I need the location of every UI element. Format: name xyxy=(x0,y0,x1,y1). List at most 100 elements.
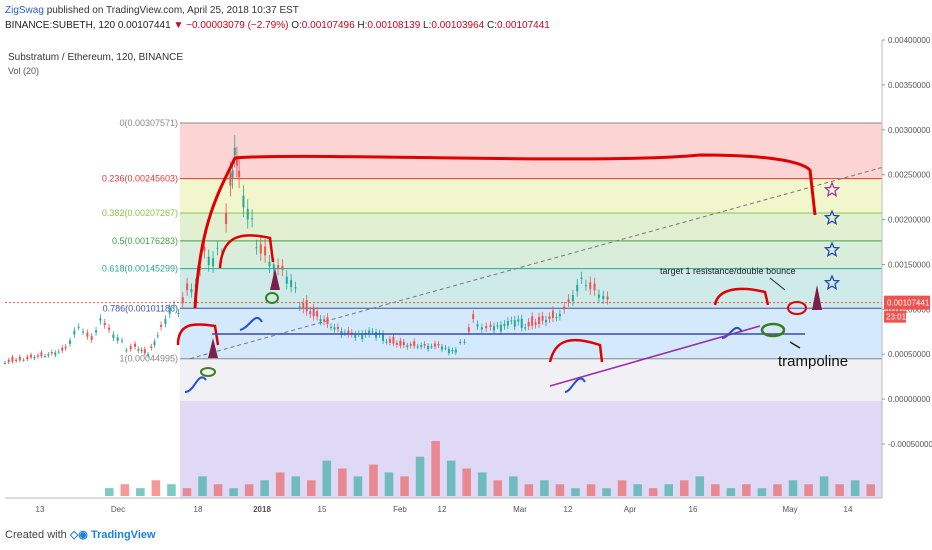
fib-label-0: 0(0.00307571) xyxy=(119,118,178,128)
time-tick-label: Apr xyxy=(624,505,637,514)
candle-body xyxy=(125,350,128,352)
candle-body xyxy=(164,319,167,324)
candle-body xyxy=(116,337,119,341)
candle-body xyxy=(440,346,443,350)
candle-body xyxy=(545,319,548,323)
candle-body xyxy=(329,326,332,328)
star-icon xyxy=(823,209,841,225)
fib-label-0.382: 0.382(0.00207267) xyxy=(102,208,178,218)
candle-body xyxy=(26,356,29,360)
ohlc-header: BINANCE:SUBETH, 120 0.00107441 ▼ −0.0000… xyxy=(5,20,550,31)
candle-body xyxy=(520,318,523,328)
candle-body xyxy=(233,147,236,156)
volume-bar xyxy=(151,480,161,496)
candle-body xyxy=(137,349,140,351)
annotation-target-1: target 1 resistance/double bounce xyxy=(660,266,796,276)
price-tag-value: 0.00107441 xyxy=(887,299,930,308)
candle-body xyxy=(18,356,21,361)
published-text: published on TradingView.com, April 25, … xyxy=(46,5,299,16)
candle-body xyxy=(551,310,554,319)
volume-bar xyxy=(679,480,689,496)
bounce-drawing-3 xyxy=(564,377,586,393)
time-tick-label: 13 xyxy=(36,505,45,514)
volume-bar xyxy=(415,456,425,496)
candle-body xyxy=(143,349,146,354)
volume-bar xyxy=(400,476,409,496)
candle-body xyxy=(309,311,312,314)
support-trend-line xyxy=(549,325,761,387)
time-tick-label: Dec xyxy=(111,505,125,514)
candle-body xyxy=(121,340,124,342)
volume-band xyxy=(180,400,882,498)
volume-bar xyxy=(742,484,751,496)
candle-body xyxy=(190,288,193,293)
high-value: 0.00108139 xyxy=(367,20,421,31)
volume-legend: Vol (20) xyxy=(8,66,39,76)
candle-body xyxy=(150,346,153,348)
candle-body xyxy=(156,335,159,337)
candle-body xyxy=(447,348,450,354)
candle-body xyxy=(420,345,423,347)
candle-body xyxy=(576,284,579,292)
author-link[interactable]: ZigSwag xyxy=(5,5,44,16)
candle-body xyxy=(323,319,326,322)
candle-body xyxy=(480,327,483,330)
candle-body xyxy=(451,349,454,352)
candle-body xyxy=(33,356,36,359)
volume-bar xyxy=(524,484,534,496)
price-tick-label: -0.00050000 xyxy=(888,440,932,449)
candle-body xyxy=(558,313,561,317)
fib-band-0 xyxy=(180,122,882,179)
candle-body xyxy=(242,195,245,208)
candle-body xyxy=(73,330,76,335)
series-title: Substratum / Ethereum, 120, BINANCE xyxy=(8,52,183,63)
candle-body xyxy=(235,158,238,166)
volume-bar xyxy=(555,484,565,496)
volume-bar xyxy=(260,480,269,496)
candle-body xyxy=(567,299,570,303)
volume-bar xyxy=(244,484,254,496)
open-value: 0.00107496 xyxy=(301,20,355,31)
time-tick-label: 15 xyxy=(318,505,327,514)
candle-body xyxy=(251,218,254,220)
candle-body xyxy=(463,341,466,343)
tradingview-logo-icon[interactable]: ◇◉ xyxy=(69,529,88,541)
candle-body xyxy=(434,343,437,347)
candle-body xyxy=(510,320,513,322)
volume-bar xyxy=(586,484,596,496)
candle-body xyxy=(399,340,402,346)
candle-body xyxy=(281,265,284,270)
price-tick-label: 0.00000000 xyxy=(888,395,931,404)
candle-body xyxy=(563,306,566,310)
candle-body xyxy=(503,324,506,327)
candle-body xyxy=(454,349,457,353)
candle-body xyxy=(54,352,57,356)
down-arrow-icon: ▼ xyxy=(173,20,184,31)
candle-body xyxy=(584,285,587,287)
candle-body xyxy=(606,296,609,300)
candle-body xyxy=(86,332,89,337)
time-tick-label: 18 xyxy=(194,505,203,514)
low-value: 0.00103964 xyxy=(431,20,485,31)
price-tag-bg xyxy=(884,295,930,310)
volume-bar xyxy=(307,480,316,496)
candle-body xyxy=(517,319,520,322)
candle-body xyxy=(548,316,551,319)
resistance-cap-drawing xyxy=(193,153,817,309)
candle-body xyxy=(95,330,98,333)
tradingview-brand[interactable]: TradingView xyxy=(90,529,156,541)
trampoline-pointer xyxy=(789,341,801,349)
volume-bar xyxy=(167,484,176,496)
volume-bar xyxy=(431,441,440,496)
volume-bar xyxy=(493,480,503,496)
candle-body xyxy=(272,264,275,269)
candle-body xyxy=(64,346,67,349)
candle-body xyxy=(99,318,102,321)
volume-bar xyxy=(338,468,347,496)
bounce-drawing-1 xyxy=(184,376,207,393)
candle-body xyxy=(513,319,516,327)
trampoline-marker-1 xyxy=(200,367,216,377)
candle-body xyxy=(371,331,374,333)
price-tick-label: 0.00050000 xyxy=(888,350,931,359)
